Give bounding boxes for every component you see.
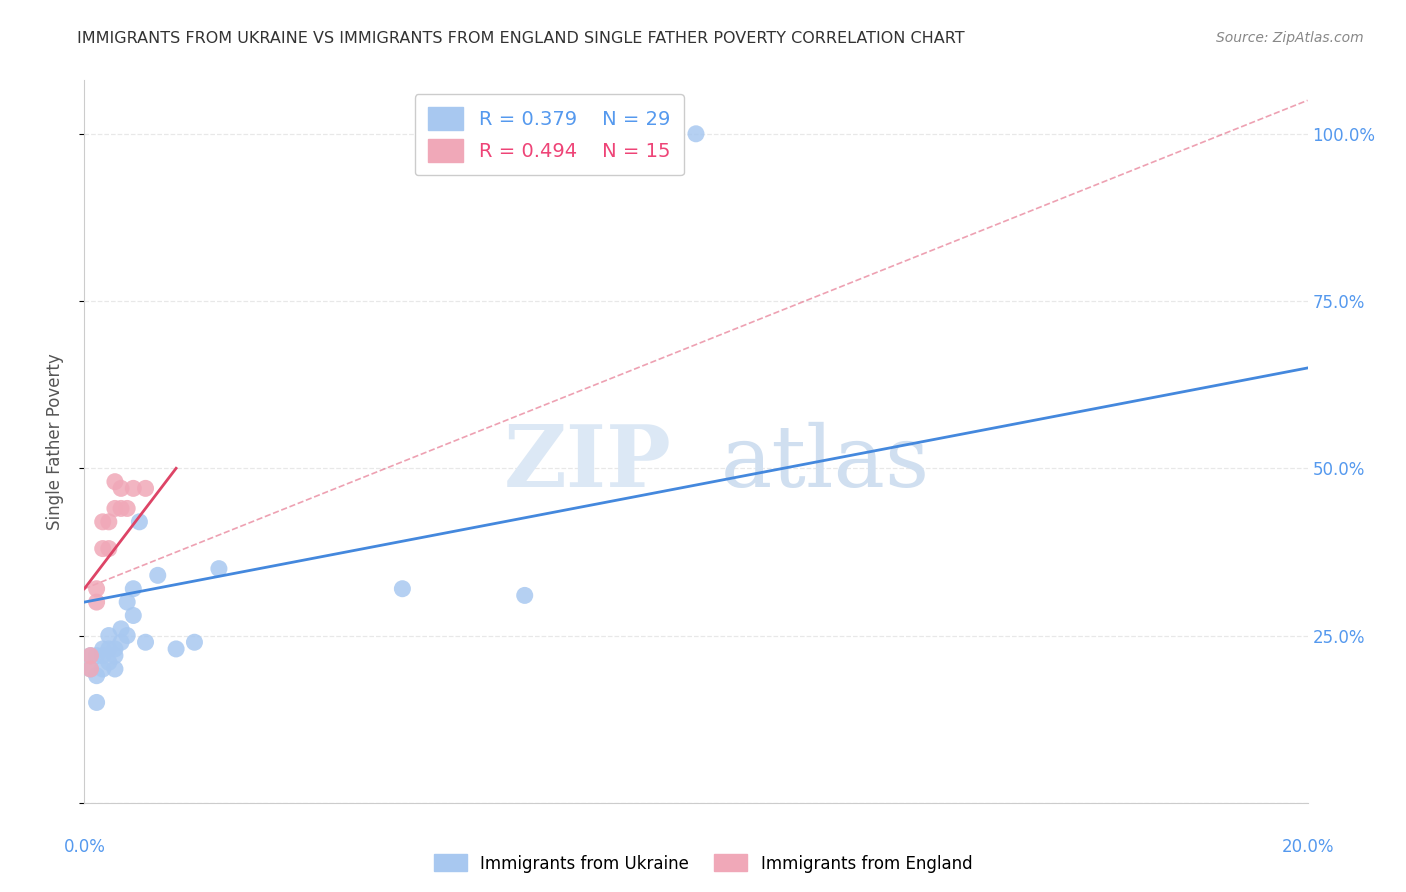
Text: Source: ZipAtlas.com: Source: ZipAtlas.com bbox=[1216, 31, 1364, 45]
Point bbox=[122, 582, 145, 596]
Point bbox=[146, 568, 169, 582]
Point bbox=[165, 642, 187, 657]
Point bbox=[86, 595, 108, 609]
Point bbox=[115, 595, 138, 609]
Point bbox=[91, 541, 114, 556]
Point bbox=[122, 608, 145, 623]
Point bbox=[104, 501, 127, 516]
Text: 0.0%: 0.0% bbox=[63, 838, 105, 855]
Point bbox=[97, 515, 120, 529]
Point bbox=[86, 696, 108, 710]
Point bbox=[115, 501, 138, 516]
Text: ZIP: ZIP bbox=[503, 421, 672, 505]
Point bbox=[91, 662, 114, 676]
Text: 20.0%: 20.0% bbox=[1281, 838, 1334, 855]
Point bbox=[79, 648, 101, 663]
Point bbox=[115, 628, 138, 642]
Point bbox=[91, 515, 114, 529]
Point bbox=[208, 562, 231, 576]
Point bbox=[79, 662, 101, 676]
Point bbox=[135, 482, 157, 496]
Point bbox=[110, 482, 132, 496]
Point bbox=[513, 589, 536, 603]
Point bbox=[128, 515, 150, 529]
Point bbox=[104, 642, 127, 657]
Point bbox=[97, 541, 120, 556]
Point bbox=[391, 582, 413, 596]
Point bbox=[79, 648, 101, 663]
Point bbox=[110, 635, 132, 649]
Point bbox=[86, 648, 108, 663]
Point bbox=[86, 582, 108, 596]
Point bbox=[97, 642, 120, 657]
Y-axis label: Single Father Poverty: Single Father Poverty bbox=[45, 353, 63, 530]
Point bbox=[86, 669, 108, 683]
Text: atlas: atlas bbox=[720, 422, 929, 505]
Point bbox=[110, 622, 132, 636]
Point bbox=[91, 648, 114, 663]
Point bbox=[685, 127, 707, 141]
Point bbox=[91, 642, 114, 657]
Point bbox=[104, 662, 127, 676]
Point bbox=[110, 501, 132, 516]
Point bbox=[104, 475, 127, 489]
Legend: R = 0.379    N = 29, R = 0.494    N = 15: R = 0.379 N = 29, R = 0.494 N = 15 bbox=[415, 94, 683, 176]
Point bbox=[97, 655, 120, 669]
Legend: Immigrants from Ukraine, Immigrants from England: Immigrants from Ukraine, Immigrants from… bbox=[427, 847, 979, 880]
Point bbox=[97, 628, 120, 642]
Point bbox=[135, 635, 157, 649]
Text: IMMIGRANTS FROM UKRAINE VS IMMIGRANTS FROM ENGLAND SINGLE FATHER POVERTY CORRELA: IMMIGRANTS FROM UKRAINE VS IMMIGRANTS FR… bbox=[77, 31, 965, 46]
Point bbox=[104, 648, 127, 663]
Point bbox=[122, 482, 145, 496]
Point bbox=[183, 635, 205, 649]
Point bbox=[79, 662, 101, 676]
